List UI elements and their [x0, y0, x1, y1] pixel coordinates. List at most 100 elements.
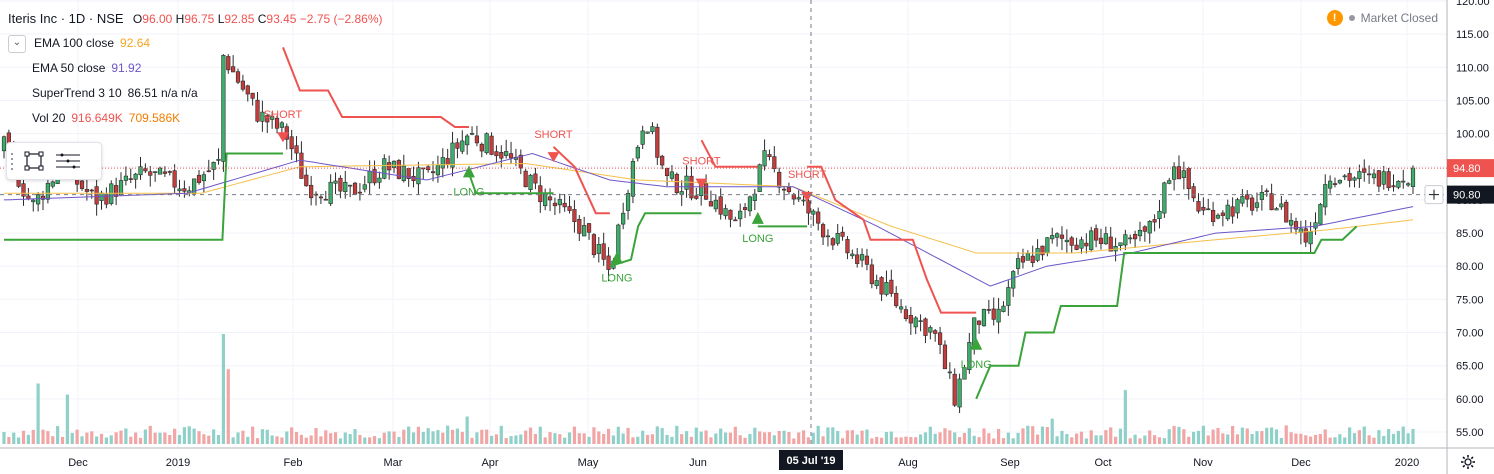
exclamation-icon[interactable]: !	[1326, 10, 1343, 26]
supertrend-line-down	[807, 165, 977, 314]
legend-ema100-row[interactable]: ⌄ EMA 100 close 92.64	[8, 31, 383, 56]
candle-body	[1259, 192, 1264, 200]
candle-body	[79, 180, 85, 189]
legend-volume-row[interactable]: Vol 20 916.649K 709.586K	[8, 106, 383, 131]
candle-body	[635, 146, 640, 159]
volume-bar	[56, 426, 60, 444]
symbol-title[interactable]: Iteris Inc · 1D · NSE	[8, 11, 124, 26]
volume-bar	[821, 436, 825, 444]
volume-bar	[231, 437, 235, 444]
volume-bar	[426, 428, 430, 444]
candle-body	[1186, 168, 1191, 189]
candle-body	[387, 162, 392, 171]
volume-bar	[1045, 427, 1049, 444]
supertrend-line-up	[975, 225, 1358, 400]
volume-bar	[855, 434, 859, 444]
volume-bar	[1265, 427, 1269, 444]
market-status[interactable]: ! Market Closed	[1326, 10, 1438, 26]
chevron-down-icon[interactable]: ⌄	[8, 34, 26, 53]
time-tick-label: Dec	[1291, 457, 1311, 469]
candle-body	[621, 212, 626, 225]
select-rectangle-icon[interactable]	[17, 146, 51, 176]
gear-icon[interactable]	[1460, 454, 1476, 470]
candle-body	[274, 117, 280, 129]
volume-bar	[558, 434, 562, 444]
volume-bar	[733, 426, 737, 444]
legend-supertrend-row[interactable]: SuperTrend 3 10 86.51 n/a n/a	[8, 81, 383, 106]
candle-body	[825, 235, 831, 238]
volume-ma-value: 709.586K	[128, 111, 181, 125]
candle-body	[757, 164, 762, 192]
volume-bar	[480, 429, 484, 444]
time-tick-label: 2019	[166, 457, 190, 469]
volume-bar	[948, 430, 952, 444]
volume-bar	[387, 431, 391, 444]
candle-body	[1103, 233, 1108, 245]
candle-body	[1230, 206, 1235, 217]
volume-bar	[236, 432, 240, 444]
volume-bar	[1289, 432, 1293, 444]
short-signal-marker	[276, 132, 289, 143]
candle-body	[172, 170, 177, 188]
volume-bar	[850, 430, 854, 444]
candle-body	[1376, 170, 1381, 187]
candle-body	[835, 233, 840, 244]
volume-bar	[782, 430, 786, 444]
volume-bar	[1382, 435, 1386, 444]
drag-handle-icon[interactable]	[7, 143, 17, 179]
volume-bar	[660, 428, 664, 444]
volume-bar	[621, 433, 625, 444]
volume-bar	[689, 436, 694, 444]
volume-bar	[26, 434, 30, 444]
candle-body	[265, 115, 270, 123]
volume-bar	[294, 431, 299, 444]
volume-bar	[353, 429, 357, 444]
candle-body	[1128, 237, 1133, 240]
volume-bar	[1089, 430, 1093, 444]
long-signal-label: LONG	[601, 273, 632, 285]
volume-bar	[1079, 431, 1084, 444]
volume-bar	[1279, 437, 1283, 444]
volume-bar	[758, 431, 762, 444]
candle-body	[1323, 184, 1328, 208]
crosshair-date-label: 05 Jul '19	[786, 455, 835, 467]
volume-bar	[1255, 431, 1259, 444]
legend-ema50-row[interactable]: EMA 50 close 91.92	[8, 56, 383, 81]
volume-value: 916.649K	[71, 111, 123, 125]
volume-bar	[1362, 426, 1366, 444]
candle-body	[723, 208, 728, 217]
candle-body	[1279, 203, 1284, 208]
volume-bar	[265, 429, 269, 444]
lines-list-icon[interactable]	[51, 146, 85, 176]
volume-bar	[1026, 425, 1030, 444]
volume-bar	[226, 369, 230, 444]
volume-bar	[1201, 425, 1205, 444]
candle-body	[528, 174, 533, 191]
volume-bar	[1226, 434, 1230, 444]
candle-body	[986, 309, 991, 311]
volume-bar	[485, 429, 489, 444]
volume-bar	[670, 436, 674, 444]
candle-body	[913, 317, 918, 328]
candle-body	[996, 308, 1001, 323]
volume-bar	[1313, 434, 1318, 444]
candle-body	[801, 199, 806, 202]
volume-bar	[489, 435, 494, 444]
candle-body	[240, 80, 245, 90]
candle-body	[1313, 222, 1318, 229]
volume-bar	[338, 438, 343, 444]
volume-bar	[1401, 426, 1405, 444]
ema100-label: EMA 100 close	[34, 36, 115, 50]
candle-body	[523, 170, 528, 188]
volume-bar	[416, 426, 421, 444]
volume-bar	[1094, 435, 1098, 444]
candle-body	[1303, 228, 1308, 243]
candle-body	[767, 154, 772, 157]
price-tick-label: 65.00	[1456, 361, 1484, 373]
floating-drawing-toolbar[interactable]	[6, 142, 102, 180]
volume-bar	[455, 428, 460, 444]
long-signal-label: LONG	[961, 359, 992, 371]
candle-body	[84, 189, 89, 192]
candle-body	[94, 186, 99, 205]
candle-body	[845, 239, 850, 254]
